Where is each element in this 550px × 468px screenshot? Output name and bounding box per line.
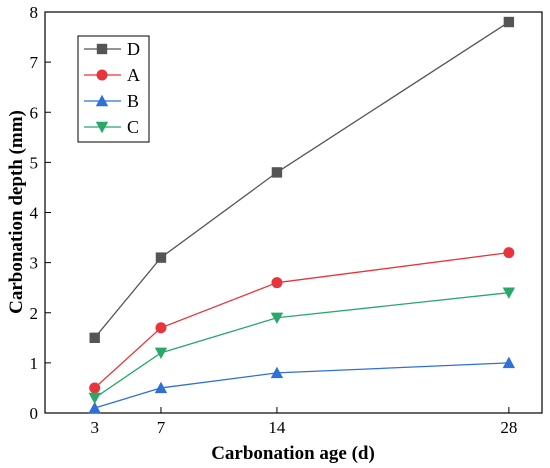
x-tick-label: 7 xyxy=(157,418,166,437)
data-point xyxy=(155,322,167,334)
series-C xyxy=(88,287,516,405)
x-axis-title: Carbonation age (d) xyxy=(211,443,375,464)
x-tick-label: 28 xyxy=(500,418,517,437)
x-tick-label: 14 xyxy=(268,418,286,437)
data-point xyxy=(271,167,283,178)
y-tick-label: 6 xyxy=(30,103,39,122)
series-line xyxy=(94,362,509,409)
y-tick-label: 1 xyxy=(30,354,39,373)
legend-label: A xyxy=(127,65,140,85)
y-axis: 0 1 2 3 4 5 6 7 8 xyxy=(30,3,51,423)
legend-marker xyxy=(96,43,108,55)
data-point xyxy=(88,401,101,414)
legend-marker xyxy=(96,69,108,81)
series-line xyxy=(94,21,510,339)
y-tick-label: 8 xyxy=(30,3,39,22)
y-tick-label: 2 xyxy=(30,304,39,323)
data-point xyxy=(270,312,284,324)
legend-label: C xyxy=(127,117,139,137)
series-B xyxy=(88,356,516,414)
data-point xyxy=(270,366,284,379)
x-axis: 3 7 14 28 xyxy=(90,407,517,437)
data-point xyxy=(503,16,515,28)
legend-label: B xyxy=(127,91,139,111)
legend-entry: D xyxy=(84,39,140,59)
legend-entry: C xyxy=(84,117,139,137)
data-point xyxy=(155,252,167,263)
y-tick-label: 5 xyxy=(30,153,39,172)
legend-entry: B xyxy=(84,91,139,111)
data-point xyxy=(154,347,168,360)
series-layer xyxy=(88,16,516,414)
series-line xyxy=(94,251,509,389)
data-point xyxy=(271,277,283,289)
x-tick-label: 3 xyxy=(90,418,99,437)
y-axis-title: Carbonation depth (mm) xyxy=(6,110,27,314)
y-tick-label: 3 xyxy=(30,254,39,273)
data-point xyxy=(154,381,168,394)
legend-box xyxy=(77,35,150,143)
data-point xyxy=(89,332,100,344)
series-D xyxy=(89,16,515,344)
series-line xyxy=(94,292,509,399)
legend-marker xyxy=(95,94,109,107)
series-A xyxy=(89,247,515,394)
data-point xyxy=(89,382,101,394)
data-point xyxy=(88,392,101,405)
y-tick-label: 7 xyxy=(30,53,39,72)
legend-marker xyxy=(95,121,109,134)
data-point xyxy=(502,287,516,299)
legend-label: D xyxy=(127,39,140,59)
y-tick-label: 4 xyxy=(30,204,39,223)
data-point xyxy=(503,247,515,259)
legend-entry: A xyxy=(84,65,140,85)
y-tick-label: 0 xyxy=(30,404,39,423)
data-point xyxy=(502,356,516,369)
